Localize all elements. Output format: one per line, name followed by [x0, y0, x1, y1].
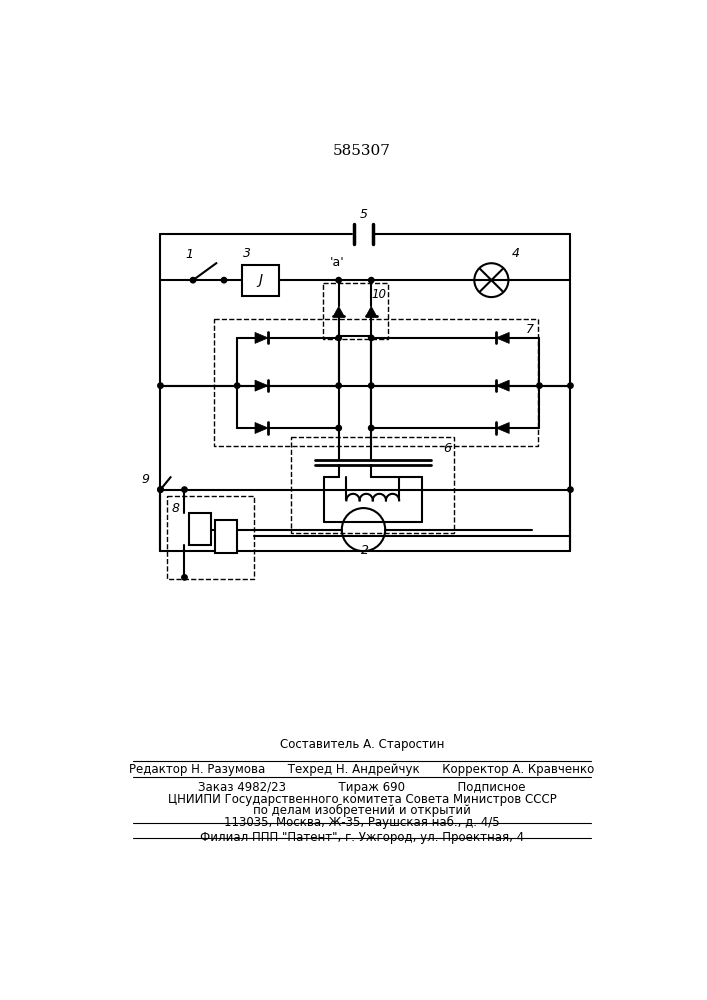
Text: 3: 3 — [243, 247, 252, 260]
Text: 5: 5 — [359, 208, 368, 221]
Bar — [216, 520, 237, 553]
Bar — [323, 283, 388, 339]
Circle shape — [221, 277, 227, 283]
Text: 1: 1 — [185, 248, 193, 261]
Polygon shape — [496, 332, 509, 343]
Circle shape — [158, 487, 163, 492]
Polygon shape — [255, 422, 268, 434]
Polygon shape — [366, 306, 377, 316]
Text: 4: 4 — [512, 247, 520, 260]
Text: 113035, Москва, Ж-35, Раушская наб., д. 4/5: 113035, Москва, Ж-35, Раушская наб., д. … — [224, 816, 500, 829]
Circle shape — [158, 383, 163, 388]
Text: 9: 9 — [141, 473, 150, 486]
Circle shape — [190, 277, 196, 283]
Bar — [214, 319, 538, 446]
Text: Заказ 4982/23              Тираж 690              Подписное: Заказ 4982/23 Тираж 690 Подписное — [198, 781, 526, 794]
Circle shape — [235, 383, 240, 388]
Bar — [242, 265, 279, 296]
Circle shape — [182, 487, 187, 492]
Circle shape — [368, 335, 374, 341]
Circle shape — [336, 277, 341, 283]
Circle shape — [368, 383, 374, 388]
Bar — [189, 513, 211, 545]
Bar — [168, 496, 255, 579]
Circle shape — [336, 383, 341, 388]
Circle shape — [158, 487, 163, 492]
Text: 2: 2 — [361, 544, 369, 557]
Polygon shape — [333, 306, 344, 316]
Polygon shape — [255, 380, 268, 391]
Text: 585307: 585307 — [333, 144, 391, 158]
Circle shape — [336, 425, 341, 431]
Text: Составитель А. Старостин: Составитель А. Старостин — [280, 738, 444, 751]
Text: Редактор Н. Разумова      Техред Н. Андрейчук      Корректор А. Кравченко: Редактор Н. Разумова Техред Н. Андрейчук… — [129, 763, 595, 776]
Text: ЦНИИПИ Государственного комитета Совета Министров СССР: ЦНИИПИ Государственного комитета Совета … — [168, 793, 556, 806]
Circle shape — [368, 277, 374, 283]
Circle shape — [368, 425, 374, 431]
Circle shape — [336, 335, 341, 341]
Text: 8: 8 — [172, 502, 180, 515]
Circle shape — [568, 487, 573, 492]
Text: 10: 10 — [371, 288, 386, 301]
Polygon shape — [255, 332, 268, 343]
Text: 7: 7 — [526, 323, 534, 336]
Text: J: J — [258, 273, 262, 287]
Text: по делам изобретений и открытий: по делам изобретений и открытий — [253, 804, 471, 817]
Circle shape — [568, 383, 573, 388]
Text: 6: 6 — [443, 442, 451, 455]
Polygon shape — [496, 422, 509, 434]
Bar — [291, 437, 454, 533]
Text: Филиал ППП "Патент", г. Ужгород, ул. Проектная, 4: Филиал ППП "Патент", г. Ужгород, ул. Про… — [200, 831, 524, 844]
Circle shape — [537, 383, 542, 388]
Polygon shape — [496, 380, 509, 391]
Text: 'a': 'a' — [329, 256, 344, 269]
Circle shape — [182, 575, 187, 580]
